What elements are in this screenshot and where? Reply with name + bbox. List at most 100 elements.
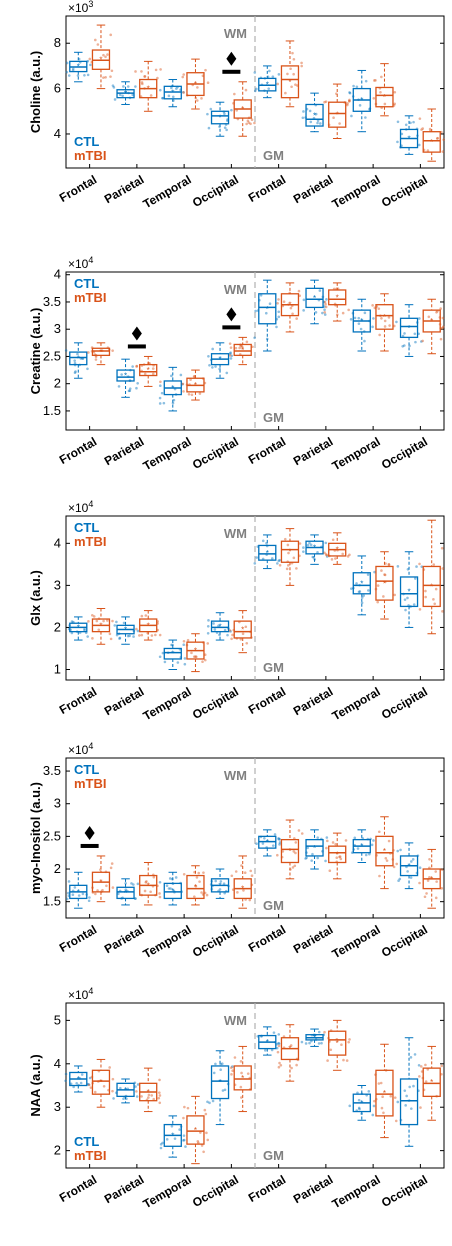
- data-point: [72, 1085, 75, 1089]
- data-point: [413, 577, 417, 580]
- data-point: [241, 346, 244, 349]
- box-mtbi-occipital-gm: *: [418, 519, 444, 635]
- box-ctl-parietal-gm: *: [302, 534, 329, 565]
- y-axis-label: myo-Inositol (a.u.): [28, 782, 43, 894]
- data-point: [428, 857, 431, 861]
- box-ctl-frontal-gm: *: [253, 65, 281, 99]
- data-point: [403, 332, 406, 335]
- data-point: [205, 893, 209, 897]
- x-tick-label: Frontal: [246, 1172, 288, 1204]
- data-point: [229, 351, 232, 354]
- x-tick-label: Parietal: [102, 684, 147, 718]
- data-point: [372, 97, 376, 100]
- data-point: [140, 81, 144, 84]
- data-point: [358, 590, 362, 593]
- data-point: [388, 324, 391, 327]
- y-tick-label: 2.5: [43, 348, 61, 363]
- box-mean-marker: *: [77, 62, 80, 71]
- data-point: [401, 334, 405, 338]
- box-mean-marker: *: [241, 626, 244, 635]
- box-iqr: [233, 343, 252, 357]
- data-point: [318, 122, 322, 125]
- data-point: [432, 598, 435, 601]
- legend-ctl: CTL: [74, 134, 99, 149]
- y-tick-label: 2: [54, 619, 61, 634]
- box-mean-marker: *: [336, 546, 339, 555]
- data-point: [374, 79, 377, 82]
- data-point: [373, 1099, 376, 1103]
- box-mean-marker: *: [194, 80, 197, 89]
- region-label-wm: WM: [224, 282, 247, 297]
- data-point: [395, 320, 398, 324]
- box-mtbi-frontal-wm: *: [87, 342, 114, 366]
- x-tick-label: Frontal: [246, 922, 288, 954]
- x-tick-label: Occipital: [379, 1172, 430, 1209]
- data-point: [277, 836, 280, 840]
- data-point: [403, 344, 406, 347]
- data-point: [387, 839, 391, 843]
- data-point: [221, 1089, 225, 1092]
- data-point: [239, 344, 242, 348]
- data-point: [183, 662, 187, 666]
- data-point: [276, 562, 279, 565]
- data-point: [358, 1107, 361, 1111]
- data-point: [196, 86, 199, 89]
- data-point: [69, 1082, 73, 1086]
- box-mean-marker: *: [313, 111, 316, 120]
- data-point: [408, 1085, 411, 1089]
- data-point: [194, 884, 198, 888]
- data-point: [206, 81, 210, 85]
- data-point: [301, 116, 305, 120]
- box-iqr: [186, 1115, 205, 1145]
- data-point: [353, 836, 357, 840]
- data-point: [206, 1100, 209, 1104]
- box-mean-marker: *: [147, 1088, 150, 1097]
- box-mean-marker: *: [336, 293, 339, 302]
- box-mean-marker: *: [336, 850, 339, 859]
- data-point: [65, 70, 69, 74]
- data-point: [409, 121, 412, 125]
- data-point: [441, 610, 444, 613]
- data-point: [395, 862, 399, 866]
- data-point: [158, 396, 162, 400]
- data-point: [243, 871, 247, 874]
- data-point: [426, 879, 430, 882]
- data-point: [128, 387, 132, 390]
- x-tick-label: Frontal: [57, 1172, 99, 1204]
- data-point: [228, 352, 232, 355]
- data-point: [367, 589, 370, 592]
- data-point: [439, 307, 442, 310]
- data-point: [111, 886, 115, 889]
- data-point: [300, 64, 303, 68]
- data-point: [195, 655, 198, 659]
- data-point: [324, 859, 327, 863]
- data-point: [158, 892, 161, 895]
- box-ctl-frontal-wm: *: [65, 51, 92, 83]
- box-ctl-temporal-gm: *: [350, 555, 376, 616]
- data-point: [399, 848, 402, 852]
- data-point: [317, 1030, 321, 1034]
- data-point: [230, 1073, 233, 1076]
- data-point: [109, 33, 113, 37]
- x-tick-label: Occipital: [190, 172, 241, 209]
- data-point: [284, 91, 287, 95]
- data-point: [291, 51, 294, 55]
- data-point: [415, 565, 418, 568]
- data-point: [117, 385, 121, 388]
- y-tick-label: 4: [54, 535, 61, 550]
- data-point: [311, 555, 315, 559]
- box-iqr: [280, 838, 300, 864]
- data-point: [409, 1056, 413, 1059]
- data-point: [73, 361, 77, 365]
- data-point: [95, 619, 99, 623]
- data-point: [346, 103, 349, 107]
- data-point: [440, 1064, 443, 1068]
- data-point: [226, 633, 229, 637]
- data-point: [145, 880, 148, 883]
- data-point: [144, 880, 148, 884]
- data-point: [152, 1097, 156, 1101]
- data-point: [441, 567, 444, 570]
- data-point: [111, 349, 114, 352]
- data-point: [357, 316, 361, 320]
- box-ctl-temporal-gm: *: [350, 829, 375, 863]
